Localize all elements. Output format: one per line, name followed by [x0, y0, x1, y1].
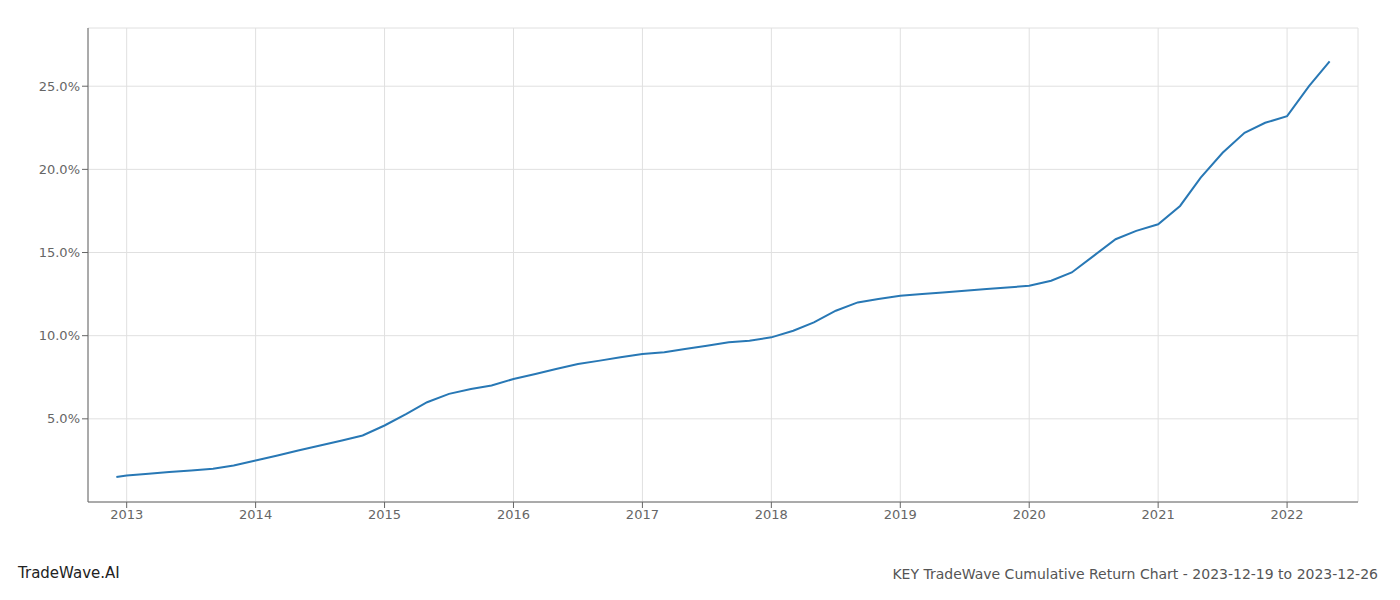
svg-text:2021: 2021 — [1142, 507, 1175, 522]
svg-text:5.0%: 5.0% — [47, 411, 80, 426]
svg-text:25.0%: 25.0% — [39, 79, 80, 94]
svg-text:2017: 2017 — [626, 507, 659, 522]
html-text:TradeWave.AI: TradeWave.AI — [18, 564, 120, 582]
svg-text:2020: 2020 — [1013, 507, 1046, 522]
svg-text:2018: 2018 — [755, 507, 788, 522]
svg-text:2019: 2019 — [884, 507, 917, 522]
svg-text:2016: 2016 — [497, 507, 530, 522]
svg-text:20.0%: 20.0% — [39, 162, 80, 177]
svg-text:2013: 2013 — [110, 507, 143, 522]
svg-text:15.0%: 15.0% — [39, 245, 80, 260]
html-text:KEY TradeWave Cumulative Retur: KEY TradeWave Cumulative Return Chart - … — [892, 566, 1378, 582]
svg-text:10.0%: 10.0% — [39, 328, 80, 343]
svg-text:2014: 2014 — [239, 507, 272, 522]
svg-text:2022: 2022 — [1271, 507, 1304, 522]
svg-text:2015: 2015 — [368, 507, 401, 522]
